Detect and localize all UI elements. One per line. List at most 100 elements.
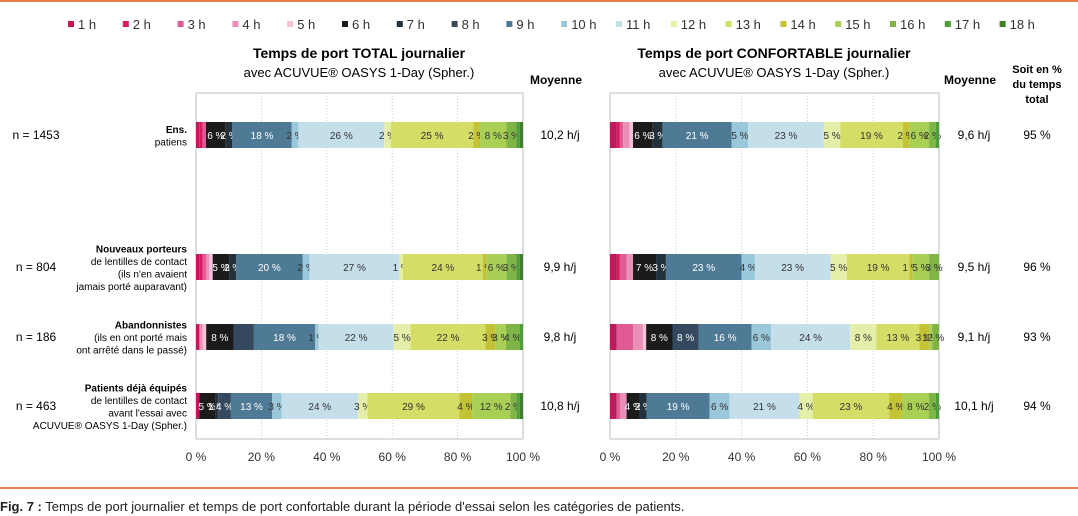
legend-label: 18 h: [1010, 17, 1035, 32]
bar-data-label: 25 %: [421, 131, 444, 142]
legend-swatch: [451, 21, 458, 27]
bar-data-label: 2 %: [297, 263, 314, 274]
bar-segment: [199, 122, 203, 148]
bar-segment: [646, 324, 673, 350]
bar-segment: [506, 254, 517, 280]
legend-label: 7 h: [407, 17, 425, 32]
bar-segment: [482, 254, 487, 280]
x-tick-label: 60 %: [794, 450, 822, 464]
bar-data-label: 13 %: [886, 333, 909, 344]
row-mean-comfort: 9,6 h/j: [958, 128, 991, 142]
bar-data-label: 4 %: [740, 263, 757, 274]
bar-segment: [196, 324, 200, 350]
x-tick-label: 40 %: [313, 450, 341, 464]
legend-swatch: [68, 21, 74, 27]
bar-data-label: 3 %: [354, 402, 371, 413]
bar-segment: [731, 122, 749, 148]
row-n-count: n = 463: [16, 399, 57, 413]
bar-segment: [309, 254, 400, 280]
legend-label: 13 h: [736, 17, 761, 32]
bar-data-label: 1 %: [208, 402, 225, 413]
bar-segment: [516, 254, 520, 280]
bar-segment: [929, 254, 939, 280]
bar-data-label: 7 %: [636, 263, 653, 274]
bar-segment: [209, 254, 213, 280]
row-category-label: de lentilles de contact: [91, 396, 187, 407]
legend-swatch: [780, 21, 787, 27]
row-category-label: Abandonnistes: [115, 321, 188, 332]
x-tick-label: 20 %: [662, 450, 690, 464]
bar-data-label: 23 %: [840, 402, 863, 413]
bar-segment: [486, 254, 507, 280]
bar-segment: [616, 324, 634, 350]
bar-data-label: 3 %: [916, 333, 933, 344]
bar-data-label: 5 %: [393, 333, 410, 344]
row-category-label: de lentilles de contact: [91, 257, 187, 268]
mean-header-right: Moyenne: [944, 73, 996, 87]
bar-data-label: 2 %: [505, 402, 522, 413]
legend-swatch: [835, 21, 842, 27]
legend-swatch: [122, 21, 129, 27]
bar-segment: [506, 122, 517, 148]
bar-data-label: 2 %: [468, 131, 485, 142]
bar-segment: [253, 324, 316, 350]
bar-segment: [616, 122, 620, 148]
left-chart-subtitle: avec ACUVUE® OASYS 1-Day (Spher.): [244, 65, 475, 80]
legend-label: 6 h: [352, 17, 370, 32]
x-tick-label: 20 %: [248, 450, 276, 464]
row-mean-total: 9,9 h/j: [544, 260, 577, 274]
bar-segment: [510, 393, 517, 419]
legend-label: 14 h: [790, 17, 815, 32]
bar-segment: [909, 254, 913, 280]
bar-data-label: 24 %: [308, 402, 331, 413]
bar-segment: [799, 393, 813, 419]
bar-segment: [519, 254, 523, 280]
bar-data-label: 1 %: [902, 263, 919, 274]
bar-segment: [472, 393, 511, 419]
bar-data-label: 13 %: [240, 402, 263, 413]
bar-data-label: 19 %: [667, 402, 690, 413]
bar-data-label: 1 %: [308, 333, 325, 344]
bar-segment: [298, 122, 385, 148]
bar-segment: [399, 254, 403, 280]
bar-segment: [384, 122, 391, 148]
bar-segment: [229, 254, 237, 280]
bar-segment: [642, 324, 647, 350]
bar-segment: [929, 393, 936, 419]
bar-segment: [876, 324, 920, 350]
bar-segment: [902, 393, 930, 419]
bar-data-label: 3 %: [925, 263, 942, 274]
row-mean-comfort: 9,5 h/j: [958, 260, 991, 274]
x-tick-label: 100 %: [506, 450, 540, 464]
pct-header-line2: du temps: [1013, 79, 1062, 91]
row-category-label: Nouveaux porteurs: [96, 244, 188, 255]
legend-swatch: [342, 21, 348, 27]
bar-data-label: 6 %: [711, 402, 728, 413]
bar-segment: [610, 324, 617, 350]
bar-segment: [206, 324, 234, 350]
bar-segment: [619, 393, 627, 419]
bar-segment: [623, 122, 630, 148]
bar-segment: [199, 393, 216, 419]
top-rule: [0, 0, 1078, 2]
bar-segment: [665, 254, 742, 280]
bar-segment: [196, 254, 200, 280]
row-pct-total: 96 %: [1023, 260, 1051, 274]
bar-data-label: 2 %: [379, 131, 396, 142]
bar-data-label: 2 %: [635, 402, 652, 413]
row-category-label: ont arrêté dans le passé): [76, 346, 187, 357]
right-chart-subtitle: avec ACUVUE® OASYS 1-Day (Spher.): [659, 65, 890, 80]
bar-data-label: 2 %: [286, 131, 303, 142]
bar-segment: [367, 393, 460, 419]
pct-header-line3: total: [1025, 94, 1048, 106]
bar-segment: [672, 324, 699, 350]
bar-data-label: 4 %: [797, 402, 814, 413]
bar-segment: [206, 254, 210, 280]
row-mean-comfort: 10,1 h/j: [954, 399, 993, 413]
bar-data-label: 4 %: [457, 402, 474, 413]
bar-data-label: 1 %: [476, 263, 493, 274]
x-tick-label: 100 %: [922, 450, 956, 464]
bar-data-label: 8 %: [855, 333, 872, 344]
row-category-label: avant l'essai avec: [108, 408, 187, 419]
bar-segment: [272, 393, 282, 419]
